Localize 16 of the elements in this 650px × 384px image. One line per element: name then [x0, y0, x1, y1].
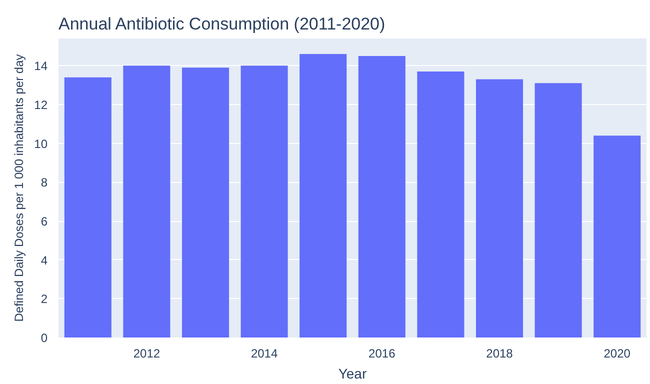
y-tick-label: 10 — [34, 136, 48, 151]
x-tick-label: 2020 — [604, 346, 631, 360]
y-tick-label: 2 — [40, 292, 48, 306]
y-tick-label: 0 — [40, 331, 48, 345]
y-tick-label: 8 — [40, 176, 48, 190]
x-tick-label: 2018 — [486, 346, 514, 360]
y-tick-label: 12 — [34, 98, 48, 112]
x-tick-label: 2012 — [133, 346, 160, 360]
y-tick-label: 4 — [40, 253, 48, 268]
x-axis-title: Year — [338, 366, 367, 382]
chart-title: Annual Antibiotic Consumption (2011-2020) — [58, 14, 386, 34]
x-tick-label: 2014 — [250, 346, 278, 360]
x-tick-label: 2016 — [368, 346, 396, 360]
y-tick-label: 14 — [34, 59, 48, 74]
y-axis-title: Defined Daily Doses per 1 000 inhabitants per day — [12, 54, 26, 322]
y-tick-label: 6 — [40, 214, 48, 229]
